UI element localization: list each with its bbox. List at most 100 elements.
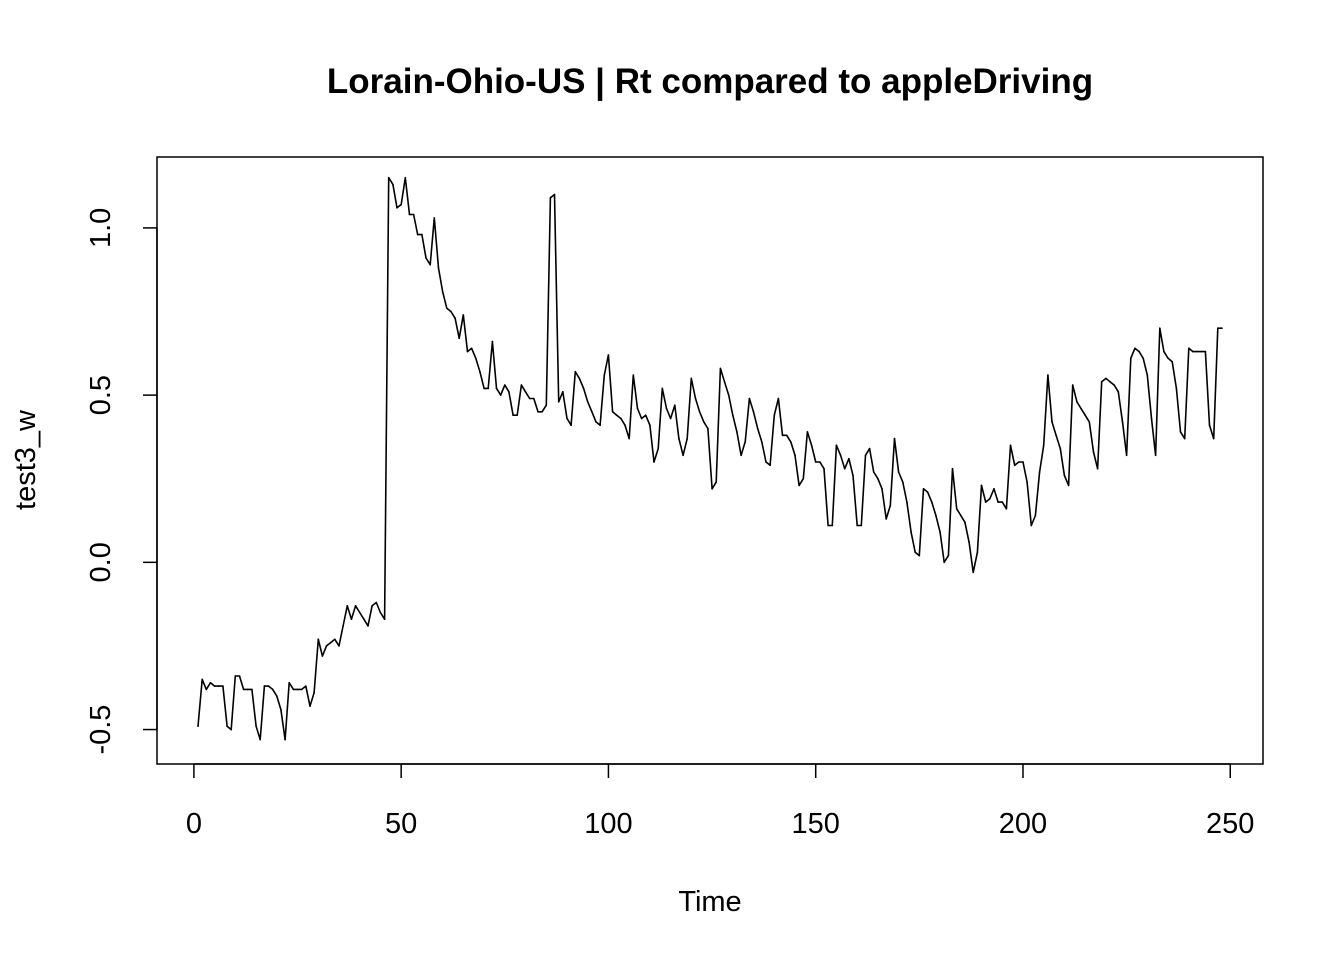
data-point — [1088, 421, 1091, 423]
chart-title: Lorain-Ohio-US | Rt compared to appleDri… — [327, 62, 1093, 101]
data-point — [288, 681, 291, 684]
data-point — [1217, 327, 1219, 330]
data-point — [300, 688, 303, 691]
data-point — [719, 367, 722, 370]
x-tick-label: 150 — [792, 808, 840, 840]
data-point — [396, 207, 398, 209]
data-point — [1163, 350, 1165, 353]
y-axis: -0.5 0.0 0.5 1.0 — [85, 208, 158, 755]
x-axis: 0 50 100 150 200 250 — [186, 763, 1254, 840]
data-point — [1150, 417, 1153, 420]
data-point — [462, 314, 465, 316]
data-point — [607, 354, 610, 356]
data-point — [329, 641, 332, 644]
data-point — [715, 481, 717, 483]
data-point — [230, 728, 232, 731]
data-point — [495, 387, 498, 390]
data-point — [1109, 380, 1111, 383]
data-point — [732, 414, 734, 417]
data-point — [508, 391, 510, 393]
data-point — [309, 705, 311, 707]
data-point — [197, 725, 199, 727]
data-point — [926, 491, 929, 493]
data-point — [868, 447, 871, 450]
data-point — [777, 397, 780, 400]
data-point — [470, 347, 473, 350]
data-point — [827, 524, 829, 527]
data-point — [1100, 380, 1103, 383]
data-point — [889, 504, 892, 507]
data-point — [615, 414, 618, 417]
data-point — [441, 290, 444, 293]
data-point — [342, 625, 344, 627]
data-point — [1042, 444, 1045, 447]
data-point — [628, 437, 630, 440]
data-point — [553, 193, 556, 196]
data-point — [1142, 357, 1144, 360]
data-point — [939, 531, 941, 533]
data-point — [292, 688, 295, 691]
data-point — [711, 488, 713, 490]
data-point — [276, 695, 278, 697]
data-point — [773, 414, 776, 417]
data-point — [528, 397, 531, 400]
data-point — [358, 611, 361, 614]
data-point — [400, 203, 403, 206]
series-line — [197, 176, 1222, 741]
data-point — [848, 457, 850, 460]
data-point — [346, 605, 349, 607]
data-point — [425, 257, 427, 259]
data-point — [437, 267, 440, 269]
data-point — [450, 310, 452, 313]
data-point — [678, 437, 680, 440]
data-point — [371, 605, 373, 607]
data-point — [972, 571, 974, 574]
data-point — [537, 411, 539, 413]
x-tick-label: 200 — [999, 808, 1047, 840]
data-point — [1154, 454, 1157, 457]
data-point — [1055, 434, 1057, 437]
data-point — [984, 501, 987, 503]
data-point — [1204, 350, 1207, 353]
data-point — [263, 685, 266, 687]
data-point — [1051, 421, 1053, 423]
data-point — [321, 655, 324, 657]
data-point — [955, 508, 958, 510]
data-point — [603, 374, 606, 376]
data-point — [682, 454, 684, 457]
data-point — [636, 407, 639, 410]
data-point — [247, 688, 249, 691]
data-point — [466, 350, 469, 353]
data-point — [458, 337, 461, 340]
data-point — [872, 471, 875, 473]
data-point — [1001, 501, 1004, 503]
data-point — [367, 625, 369, 627]
data-point — [640, 417, 643, 420]
x-tick-label: 250 — [1206, 808, 1254, 840]
data-point — [752, 411, 755, 413]
data-point — [280, 708, 282, 711]
data-point — [1192, 350, 1194, 353]
data-point — [1071, 384, 1074, 386]
data-point — [1146, 374, 1149, 376]
data-point — [350, 618, 353, 620]
data-point — [483, 387, 485, 390]
data-point — [1084, 414, 1086, 417]
data-point — [611, 411, 614, 413]
data-point — [1063, 474, 1066, 477]
data-point — [1092, 451, 1095, 453]
data-point — [338, 645, 340, 647]
y-axis-label: test3_w — [10, 409, 42, 510]
data-point — [1125, 454, 1128, 457]
data-points — [197, 176, 1223, 741]
data-point — [674, 404, 676, 407]
data-point — [761, 441, 763, 443]
data-point — [765, 461, 767, 463]
data-point — [491, 340, 494, 343]
data-point — [1183, 437, 1186, 440]
data-point — [379, 611, 382, 614]
data-point — [968, 541, 970, 544]
y-tick-label: 1.0 — [85, 208, 117, 248]
data-point — [242, 688, 245, 691]
